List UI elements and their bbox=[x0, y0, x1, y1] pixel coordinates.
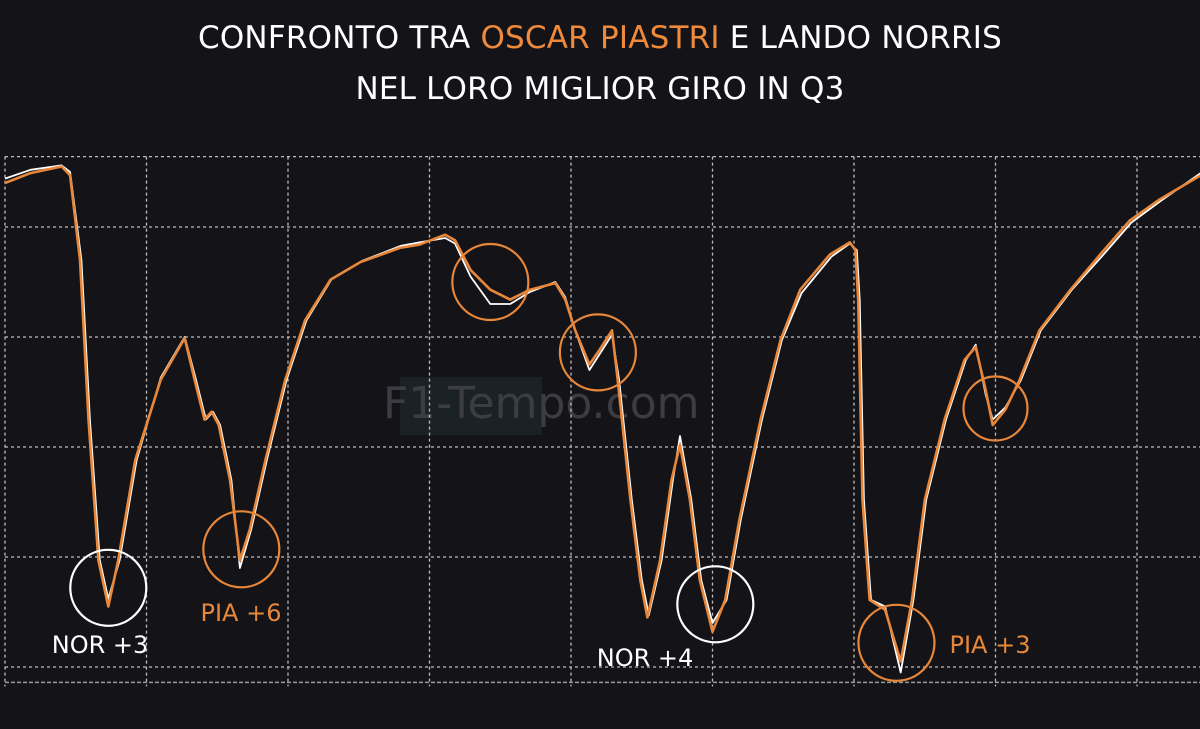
highlight-circle-pia bbox=[857, 603, 936, 682]
title-suffix: E LANDO NORRIS bbox=[719, 20, 1003, 56]
watermark-text: F1-Tempo.com bbox=[383, 378, 700, 429]
annotation-label: PIA +6 bbox=[201, 599, 282, 627]
highlight-circle-nor bbox=[676, 565, 755, 644]
highlight-circle-nor bbox=[69, 548, 148, 627]
annotation-label: PIA +3 bbox=[950, 631, 1031, 659]
watermark: F1-Tempo.com bbox=[383, 377, 700, 435]
annotation-label: NOR +3 bbox=[52, 631, 149, 659]
title-prefix: CONFRONTO TRA bbox=[197, 20, 481, 56]
highlight-circle-pia bbox=[451, 242, 530, 322]
highlight-circle-pia bbox=[558, 313, 637, 392]
series-lines bbox=[4, 164, 1200, 674]
watermark-backdrop bbox=[400, 377, 542, 435]
chart-title-line-1: CONFRONTO TRA OSCAR PIASTRI E LANDO NORR… bbox=[0, 20, 1200, 56]
chart-title-line-2: NEL LORO MIGLIOR GIRO IN Q3 bbox=[355, 71, 845, 107]
title-highlight-piastri: OSCAR PIASTRI bbox=[480, 20, 720, 56]
highlight-circle-pia bbox=[202, 510, 281, 589]
series-line-pia bbox=[4, 165, 1200, 663]
annotations: NOR +3 PIA +6 NOR +4 PIA +3 bbox=[52, 242, 1031, 682]
annotation-label: NOR +4 bbox=[597, 644, 694, 672]
highlight-circle-pia bbox=[962, 375, 1029, 442]
